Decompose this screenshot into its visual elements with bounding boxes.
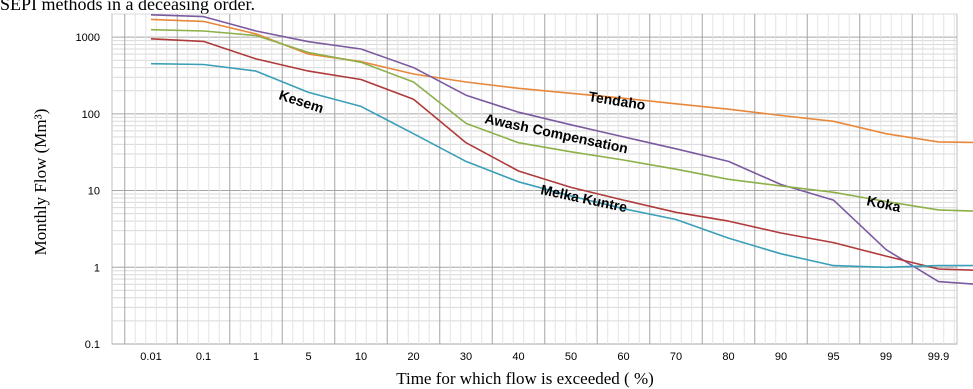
grid <box>112 13 957 345</box>
y-axis-title: Monthly Flow (Mm³) <box>31 109 50 256</box>
x-tick-label: 0.1 <box>196 351 211 363</box>
x-tick-label: 60 <box>617 351 629 363</box>
x-tick-label: 10 <box>355 351 367 363</box>
x-axis-title: Time for which flow is exceeded ( %) <box>396 369 654 388</box>
y-tick-label: 1000 <box>76 32 100 44</box>
x-tick-label: 50 <box>565 351 577 363</box>
y-tick-label: 100 <box>82 109 100 121</box>
series-lines <box>150 14 973 285</box>
x-tick-label: 80 <box>722 351 734 363</box>
series-line-koka <box>150 28 973 212</box>
series-label-koka: Koka <box>865 192 902 215</box>
x-tick-label: 90 <box>775 351 787 363</box>
x-tick-label: 0.01 <box>140 351 161 363</box>
x-tick-label: 40 <box>512 351 524 363</box>
caption-fragment: SEPI methods in a deceasing order. <box>0 0 255 14</box>
x-tick-label: 95 <box>827 351 839 363</box>
series-line-kesem <box>150 62 973 269</box>
series-line-melka-kuntre <box>150 38 973 271</box>
x-tick-label: 30 <box>460 351 472 363</box>
y-tick-label: 0.1 <box>85 339 100 351</box>
x-tick-label: 70 <box>670 351 682 363</box>
y-tick-label: 1 <box>94 262 100 274</box>
series-line-awash-compensation <box>150 14 973 285</box>
y-tick-labels: 0.1 1 10 100 1000 <box>76 32 100 351</box>
x-tick-label: 99 <box>880 351 892 363</box>
x-tick-label: 20 <box>407 351 419 363</box>
x-tick-label: 1 <box>253 351 259 363</box>
y-tick-label: 10 <box>88 186 100 198</box>
x-tick-label: 99.9 <box>928 351 949 363</box>
x-tick-label: 5 <box>305 351 311 363</box>
